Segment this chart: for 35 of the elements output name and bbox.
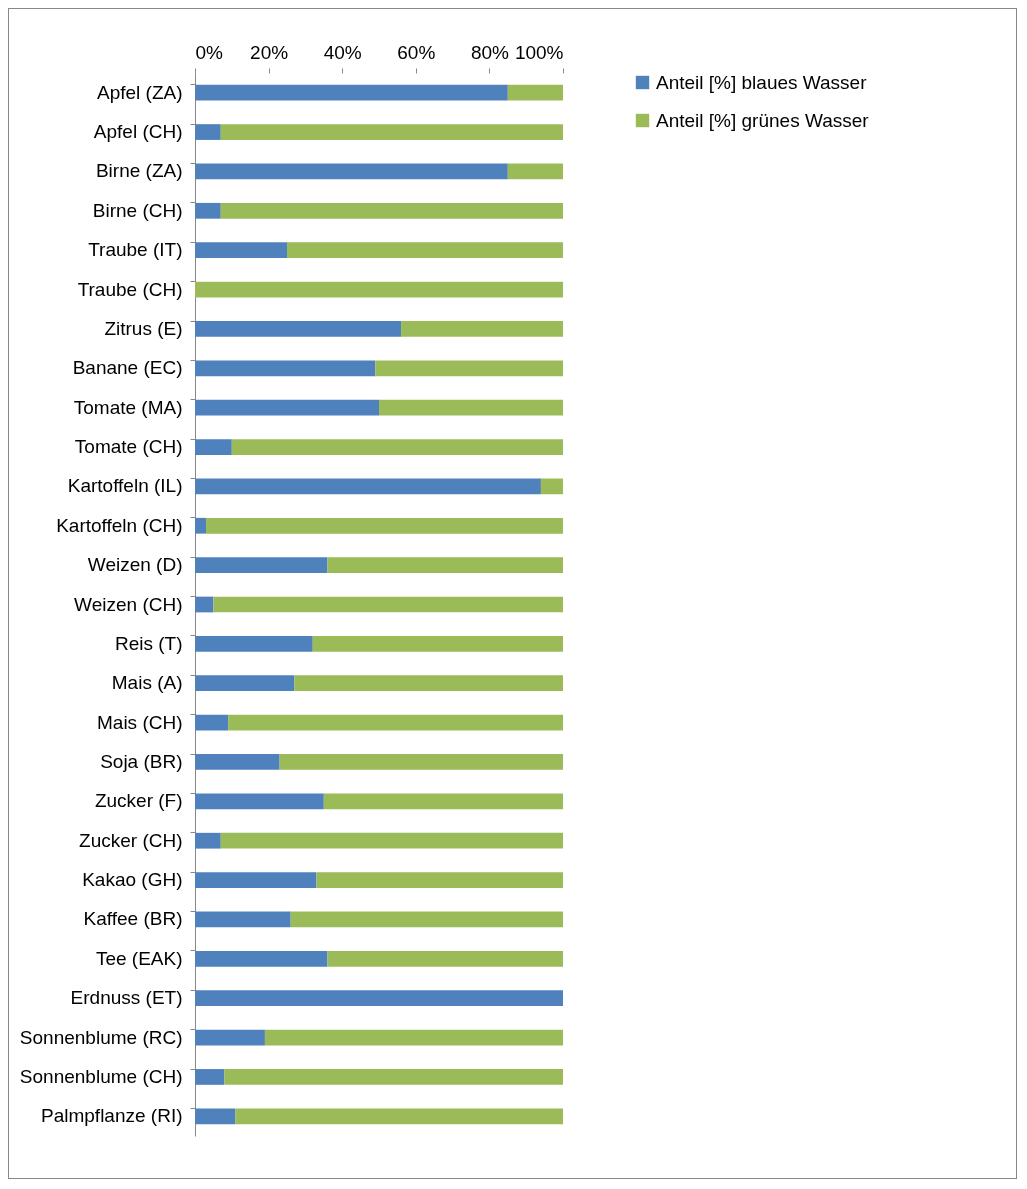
x-tick-label: 20% — [250, 41, 289, 63]
y-tick-label: Zucker (CH) — [79, 829, 183, 851]
y-tick-label: Birne (CH) — [92, 199, 183, 221]
y-tick-label: Tee (EAK) — [95, 947, 183, 969]
x-tick-label: 60% — [397, 41, 436, 63]
x-tick-label: 40% — [323, 41, 362, 63]
legend-label: Anteil [%] blaues Wasser — [656, 71, 868, 93]
y-tick-label: Tomate (MA) — [73, 396, 183, 418]
y-tick-label: Traube (CH) — [77, 278, 183, 300]
y-tick-label: Kartoffeln (CH) — [56, 514, 183, 536]
y-tick-label: Zucker (F) — [94, 790, 183, 812]
y-tick-label: Apfel (CH) — [93, 121, 183, 143]
y-tick-label: Banane (EC) — [72, 357, 183, 379]
y-tick-label: Tomate (CH) — [74, 436, 183, 458]
y-tick-label: Reis (T) — [114, 632, 183, 654]
x-tick-label: 100% — [514, 41, 564, 63]
y-tick-label: Kaffee (BR) — [83, 908, 183, 930]
y-tick-label: Kartoffeln (IL) — [67, 475, 183, 497]
y-tick-label: Zitrus (E) — [104, 317, 183, 339]
y-tick-label: Birne (ZA) — [95, 160, 183, 182]
y-tick-label: Weizen (CH) — [74, 593, 183, 615]
y-tick-label: Apfel (ZA) — [96, 81, 183, 103]
y-tick-label: Sonnenblume (RC) — [19, 1026, 183, 1048]
y-tick-label: Erdnuss (ET) — [70, 987, 183, 1009]
y-tick-label: Mais (A) — [111, 672, 183, 694]
y-tick-label: Sonnenblume (CH) — [19, 1065, 183, 1087]
y-tick-label: Kakao (GH) — [82, 869, 183, 891]
y-tick-label: Mais (CH) — [97, 711, 183, 733]
y-tick-label: Traube (IT) — [88, 239, 183, 261]
y-tick-label: Soja (BR) — [100, 750, 183, 772]
x-tick-label: 0% — [195, 41, 224, 63]
x-tick-label: 80% — [470, 41, 510, 63]
y-tick-label: Palmpflanze (RI) — [41, 1105, 183, 1127]
legend-label: Anteil [%] grünes Wasser — [656, 109, 870, 131]
y-tick-label: Weizen (D) — [87, 554, 183, 576]
